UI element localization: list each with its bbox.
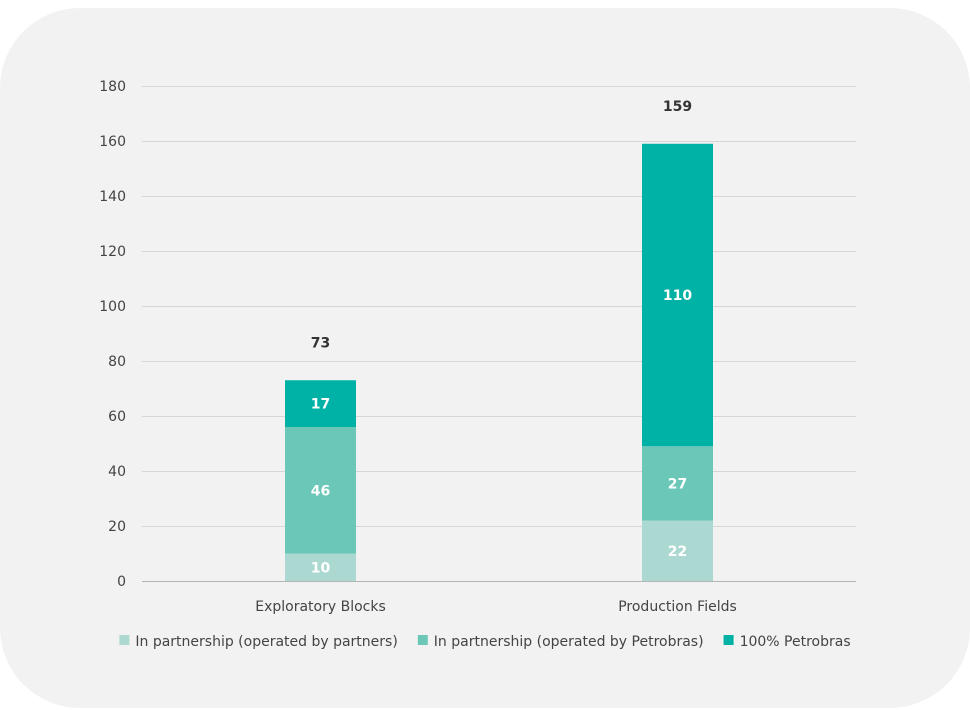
segment-value-label: 22 bbox=[668, 544, 687, 560]
y-tick-label: 0 bbox=[117, 574, 126, 590]
bar-segment bbox=[642, 446, 713, 521]
legend-label: In partnership (operated by partners) bbox=[135, 634, 397, 650]
x-axis-categories: Exploratory Blocks Production Fields bbox=[255, 599, 737, 615]
data-labels: 10 46 17 73 22 27 110 159 bbox=[311, 99, 693, 577]
y-tick-label: 100 bbox=[99, 299, 126, 315]
legend-swatch bbox=[417, 635, 428, 645]
legend-swatch bbox=[723, 635, 734, 645]
chart-card bbox=[0, 8, 970, 708]
bar-segment bbox=[642, 143, 713, 447]
y-tick-label: 80 bbox=[108, 354, 126, 370]
bar-segment bbox=[285, 553, 356, 581]
legend-swatch bbox=[119, 635, 130, 645]
x-category-label: Exploratory Blocks bbox=[255, 599, 386, 615]
y-tick-label: 160 bbox=[99, 134, 126, 150]
bar-total-label: 73 bbox=[311, 335, 330, 351]
y-tick-label: 40 bbox=[108, 464, 126, 480]
y-tick-label: 120 bbox=[99, 244, 126, 260]
segment-value-label: 110 bbox=[663, 288, 692, 304]
y-tick-label: 180 bbox=[99, 79, 126, 95]
gridlines bbox=[142, 86, 856, 582]
y-tick-label: 20 bbox=[108, 519, 126, 535]
bars bbox=[285, 143, 713, 581]
legend-label: In partnership (operated by Petrobras) bbox=[434, 634, 704, 650]
bar-segment bbox=[285, 380, 356, 427]
y-tick-label: 60 bbox=[108, 409, 126, 425]
bar-segment bbox=[285, 427, 356, 554]
y-tick-label: 140 bbox=[99, 189, 126, 205]
segment-value-label: 10 bbox=[311, 560, 331, 576]
legend: In partnership (operated by partners) In … bbox=[119, 634, 851, 650]
segment-value-label: 46 bbox=[311, 483, 330, 499]
y-axis-ticks: 0 20 40 60 80 100 120 140 160 180 bbox=[99, 79, 126, 590]
segment-value-label: 17 bbox=[311, 397, 330, 413]
legend-label: 100% Petrobras bbox=[740, 634, 851, 650]
segment-value-label: 27 bbox=[668, 476, 687, 492]
bar-segment bbox=[642, 520, 713, 581]
x-category-label: Production Fields bbox=[618, 599, 737, 615]
bar-total-label: 159 bbox=[663, 99, 692, 115]
